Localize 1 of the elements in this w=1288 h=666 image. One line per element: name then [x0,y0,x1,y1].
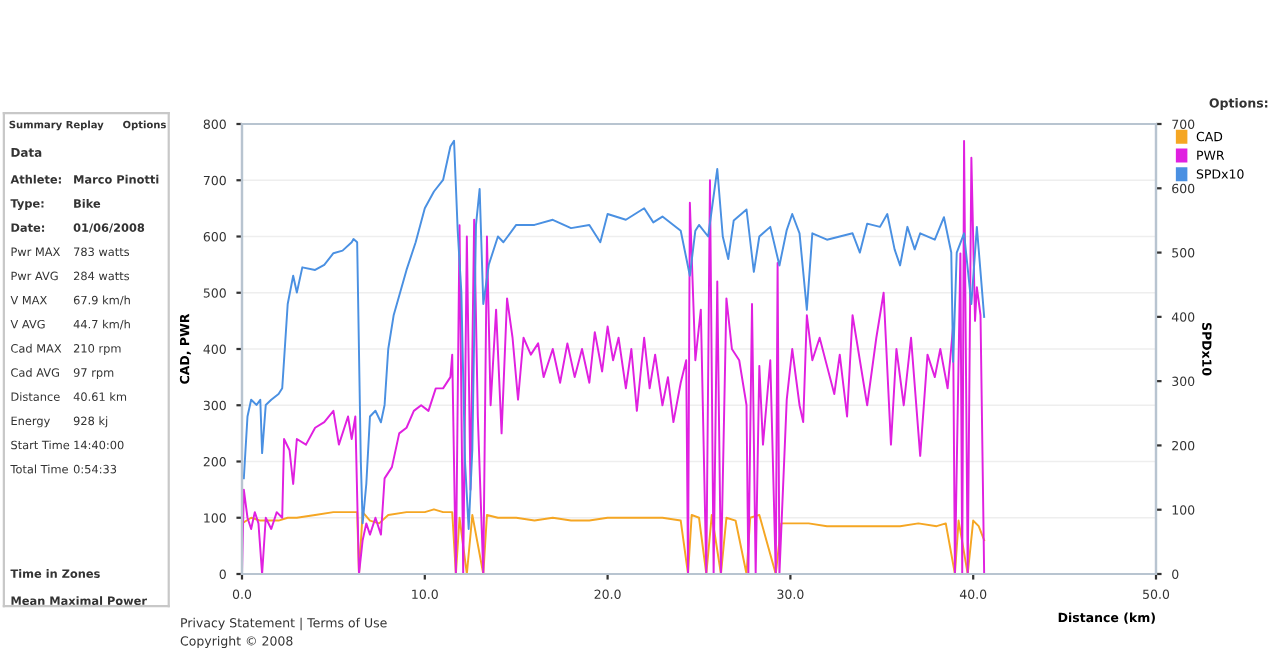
line-series [242,508,986,574]
